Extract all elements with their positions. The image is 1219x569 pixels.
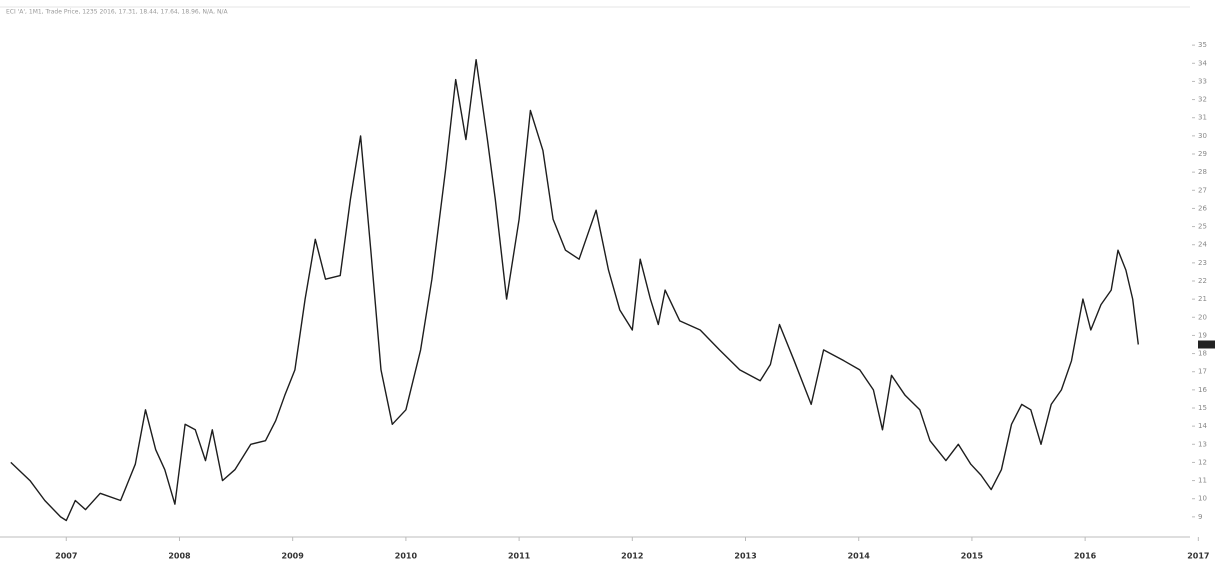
- y-tick-label: 23: [1198, 259, 1207, 267]
- y-tick-label: 33: [1198, 77, 1207, 85]
- y-tick-label: 26: [1198, 204, 1207, 212]
- y-tick-label: 20: [1198, 313, 1207, 321]
- y-tick-label: 13: [1198, 440, 1207, 448]
- y-tick-label: 9: [1198, 513, 1202, 521]
- y-tick-label: 22: [1198, 277, 1207, 285]
- x-tick-label: 2015: [961, 552, 984, 561]
- x-tick-label: 2011: [508, 552, 531, 561]
- y-tick-label: 18: [1198, 350, 1207, 358]
- y-tick-label: 32: [1198, 96, 1207, 104]
- y-tick-label: 35: [1198, 41, 1207, 49]
- x-tick-label: 2009: [282, 552, 305, 561]
- x-tick-label: 2014: [848, 552, 871, 561]
- y-tick-label: 27: [1198, 186, 1207, 194]
- x-tick-label: 2008: [168, 552, 191, 561]
- y-tick-label: 10: [1198, 495, 1207, 503]
- y-tick-label: 12: [1198, 458, 1207, 466]
- x-tick-label: 2017: [1187, 552, 1209, 561]
- y-tick-label: 28: [1198, 168, 1207, 176]
- y-tick-label: 24: [1198, 241, 1207, 249]
- y-tick-label: 14: [1198, 422, 1207, 430]
- x-tick-label: 2012: [621, 552, 643, 561]
- x-tick-label: 2007: [55, 552, 77, 561]
- x-tick-label: 2016: [1074, 552, 1097, 561]
- y-tick-label: 25: [1198, 223, 1207, 231]
- x-tick-label: 2010: [395, 552, 418, 561]
- y-tick-label: 29: [1198, 150, 1207, 158]
- chart-title: ECI 'A', 1M1, Trade Price, 1235 2016, 17…: [6, 9, 228, 16]
- y-tick-label: 31: [1198, 114, 1207, 122]
- y-tick-label: 15: [1198, 404, 1207, 412]
- last-price-marker: [1198, 340, 1215, 349]
- y-tick-label: 16: [1198, 386, 1207, 394]
- y-tick-label: 17: [1198, 368, 1207, 376]
- y-tick-label: 11: [1198, 477, 1207, 485]
- y-tick-label: 34: [1198, 59, 1207, 67]
- y-tick-label: 21: [1198, 295, 1207, 303]
- y-tick-label: 19: [1198, 331, 1207, 339]
- x-tick-label: 2013: [734, 552, 756, 561]
- price-line: [10, 59, 1139, 522]
- y-tick-label: 30: [1198, 132, 1207, 140]
